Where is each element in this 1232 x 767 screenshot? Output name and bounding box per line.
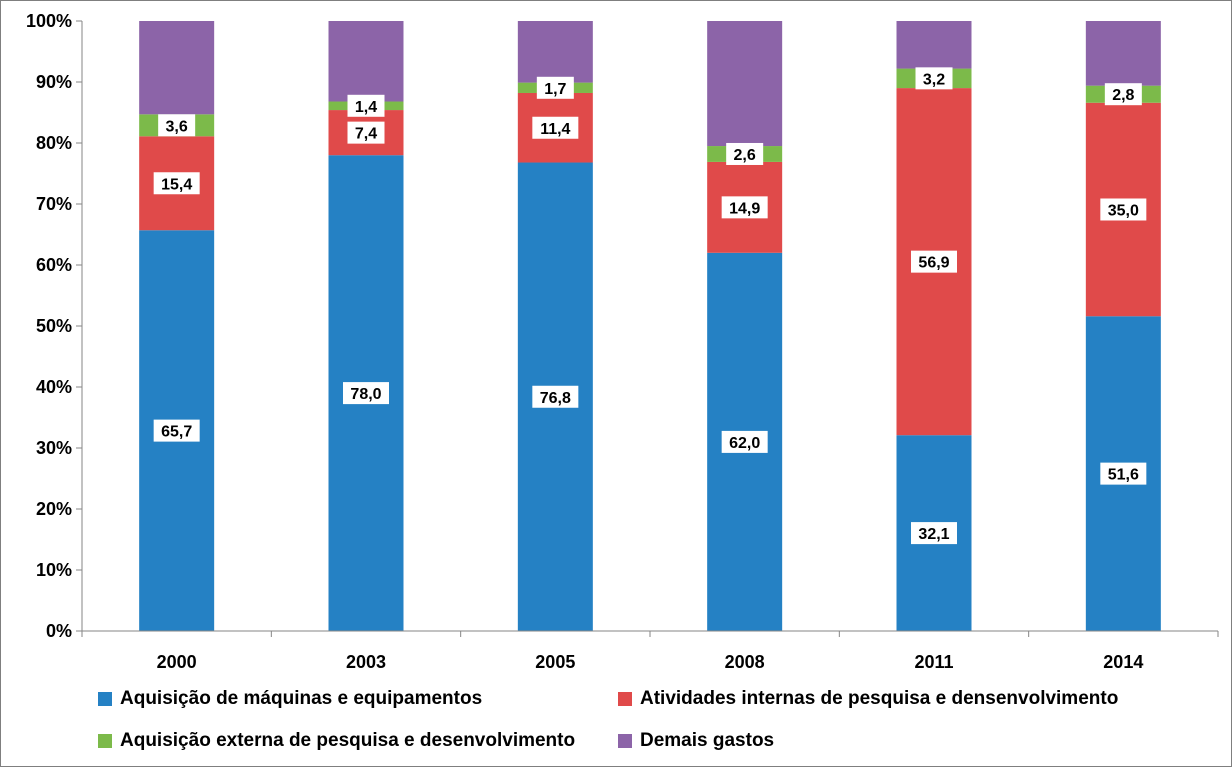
data-label: 2,6 <box>734 147 756 164</box>
bar-segment-2011-s3 <box>896 21 972 69</box>
data-label: 2,8 <box>1112 87 1134 104</box>
legend-swatch-atividades-internas <box>618 692 632 706</box>
data-label-box <box>158 114 196 137</box>
data-label: 7,4 <box>355 126 377 143</box>
data-label-box <box>347 94 385 117</box>
data-label-box <box>532 385 579 408</box>
legend-label-demais-gastos: Demais gastos <box>640 730 775 751</box>
data-label-box <box>343 382 389 405</box>
legend-item-aquisicao-externa: Aquisição externa de pesquisa e desenvol… <box>98 730 575 752</box>
y-tick-label: 20% <box>36 499 72 519</box>
data-label-box <box>153 172 200 195</box>
data-label: 65,7 <box>161 424 192 441</box>
data-label-box <box>721 196 768 219</box>
y-tick-label: 10% <box>36 560 72 580</box>
legend-swatch-maquinas <box>98 692 112 706</box>
data-label-box <box>1100 462 1147 485</box>
legend-item-demais-gastos: Demais gastos <box>618 730 774 752</box>
legend-item-maquinas: Aquisição de máquinas e equipamentos <box>98 688 482 710</box>
data-label: 14,9 <box>729 200 760 217</box>
legend-swatch-aquisicao-externa <box>98 734 112 748</box>
y-tick-label: 70% <box>36 194 72 214</box>
data-label-box <box>911 250 957 273</box>
data-label: 32,1 <box>918 526 949 543</box>
data-label-box <box>347 121 385 144</box>
data-label-box <box>536 76 574 99</box>
bar-segment-2003-s3 <box>328 21 404 102</box>
y-tick-label: 80% <box>36 133 72 153</box>
data-label: 76,8 <box>540 390 571 407</box>
legend-swatch-demais-gastos <box>618 734 632 748</box>
y-tick-label: 60% <box>36 255 72 275</box>
data-label: 3,2 <box>923 71 945 88</box>
x-category-label: 2011 <box>914 652 953 672</box>
bar-segment-2014-s3 <box>1085 21 1161 86</box>
y-tick-label: 100% <box>26 11 72 31</box>
y-tick-label: 90% <box>36 72 72 92</box>
x-category-label: 2008 <box>725 652 765 672</box>
legend-label-atividades-internas: Atividades internas de pesquisa e densen… <box>640 688 1119 709</box>
chart-legend: Aquisição de máquinas e equipamentos Ati… <box>98 688 1218 758</box>
bar-segment-2000-s3 <box>139 21 215 115</box>
bar-segment-2005-s3 <box>517 21 593 83</box>
data-label: 78,0 <box>350 386 381 403</box>
data-label-box <box>721 430 768 453</box>
y-tick-label: 50% <box>36 316 72 336</box>
y-tick-label: 0% <box>46 621 72 641</box>
data-label: 15,4 <box>161 176 192 193</box>
x-category-label: 2003 <box>346 652 386 672</box>
data-label-box <box>1100 198 1147 221</box>
data-label-box <box>1104 83 1142 106</box>
data-label: 1,4 <box>355 99 377 116</box>
x-category-label: 2005 <box>535 652 575 672</box>
x-category-label: 2000 <box>157 652 197 672</box>
y-tick-label: 30% <box>36 438 72 458</box>
data-label: 3,6 <box>166 118 188 135</box>
data-label-box <box>915 67 953 90</box>
bar-segment-2008-s3 <box>707 21 783 147</box>
legend-label-aquisicao-externa: Aquisição externa de pesquisa e desenvol… <box>120 730 576 751</box>
data-label: 11,4 <box>540 121 570 138</box>
data-label-box <box>911 522 957 545</box>
x-category-label: 2014 <box>1103 652 1143 672</box>
y-tick-label: 40% <box>36 377 72 397</box>
data-label: 1,7 <box>544 81 566 98</box>
data-label: 35,0 <box>1108 202 1139 219</box>
legend-item-atividades-internas: Atividades internas de pesquisa e densen… <box>618 688 1118 710</box>
data-label: 62,0 <box>729 435 760 452</box>
data-label: 51,6 <box>1108 467 1139 484</box>
data-label: 56,9 <box>918 255 949 272</box>
data-label-box <box>532 116 579 139</box>
data-label-box <box>726 142 764 165</box>
data-label-box <box>153 419 200 442</box>
legend-label-maquinas: Aquisição de máquinas e equipamentos <box>120 688 483 709</box>
